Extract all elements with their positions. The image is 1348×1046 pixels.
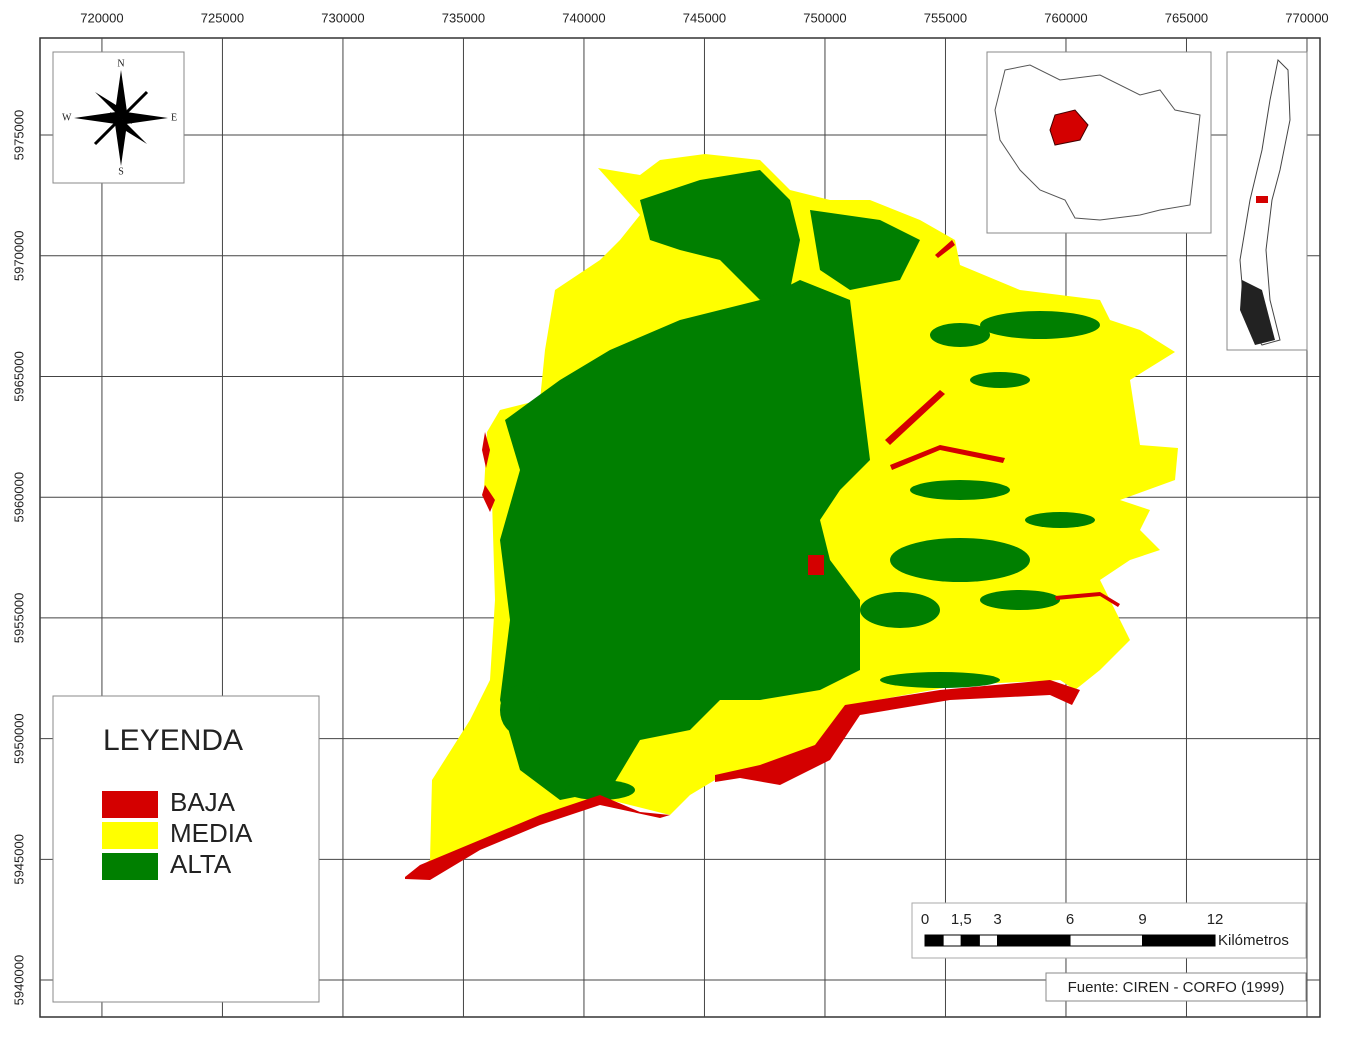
scale-unit: Kilómetros [1218, 932, 1289, 949]
legend-swatch [102, 822, 158, 849]
x-tick-label: 770000 [1285, 10, 1328, 25]
scale-label: 0 [921, 911, 929, 928]
x-tick-label: 735000 [442, 10, 485, 25]
legend-label: ALTA [170, 849, 232, 879]
alta-zone [980, 311, 1100, 339]
x-tick-label: 765000 [1165, 10, 1208, 25]
country-inset [1226, 51, 1308, 351]
scale-segment [1069, 934, 1144, 947]
baja-zone [885, 390, 945, 445]
compass-star [93, 90, 149, 146]
alta-zone [810, 210, 920, 290]
scale-label: 6 [1066, 911, 1074, 928]
y-tick-label: 5960000 [11, 472, 26, 523]
compass-star [121, 112, 168, 124]
alta-zone [860, 592, 940, 628]
scale-segment [978, 934, 999, 947]
baja-zone [405, 795, 670, 880]
country-south [1240, 280, 1275, 345]
x-tick-label: 750000 [803, 10, 846, 25]
alta-zone [880, 672, 1000, 688]
alta-zone [980, 590, 1060, 610]
compass-star [74, 112, 121, 124]
country-outline [1239, 58, 1291, 346]
scale-segment [924, 934, 944, 947]
basin-location [1049, 109, 1089, 146]
inset-frame [986, 51, 1212, 234]
legend-frame [52, 695, 320, 1003]
legend-label: BAJA [170, 787, 236, 817]
y-tick-label: 5970000 [11, 230, 26, 281]
compass-star [115, 70, 127, 118]
alta-zone [970, 372, 1030, 388]
alta-zone [930, 323, 990, 347]
compass-s: S [118, 166, 124, 177]
alta-zone [500, 685, 540, 735]
basin-location [1256, 196, 1268, 203]
alta-zone [565, 780, 635, 800]
source-box: Fuente: CIREN - CORFO (1999) [1045, 972, 1307, 1002]
scale-label: 3 [993, 911, 1001, 928]
x-tick-label: 720000 [80, 10, 123, 25]
legend-title: LEYENDA [103, 724, 243, 757]
scale-segment [1142, 934, 1216, 947]
baja-zone [482, 432, 490, 468]
alta-zone [500, 280, 870, 800]
y-tick-label: 5940000 [11, 955, 26, 1006]
y-tick-label: 5945000 [11, 834, 26, 885]
baja-zone [890, 445, 1005, 470]
source-text: Fuente: CIREN - CORFO (1999) [1068, 979, 1285, 996]
alta-zone [640, 170, 800, 300]
region-inset [986, 51, 1212, 234]
x-tick-label: 730000 [321, 10, 364, 25]
y-tick-label: 5950000 [11, 713, 26, 764]
alta-zone [890, 538, 1030, 582]
scale-label: 9 [1138, 911, 1146, 928]
x-tick-label: 745000 [683, 10, 726, 25]
scale-label: 12 [1207, 911, 1224, 928]
baja-zone [1055, 592, 1120, 607]
x-tick-label: 760000 [1044, 10, 1087, 25]
north-arrow-box: N S E W [52, 51, 185, 184]
baja-zone [808, 555, 824, 575]
compass-star [115, 118, 127, 166]
baja-zones [405, 240, 1120, 880]
scale-segment [997, 934, 1071, 947]
scale-segment [960, 934, 980, 947]
x-tick-label: 725000 [201, 10, 244, 25]
region-outline [994, 64, 1201, 221]
y-tick-label: 5965000 [11, 351, 26, 402]
legend-label: MEDIA [170, 818, 253, 848]
baja-zone [715, 680, 1080, 785]
y-tick-label: 5955000 [11, 593, 26, 644]
alta-zone [910, 480, 1010, 500]
y-tick-label: 5975000 [11, 110, 26, 161]
alta-zones [500, 170, 1100, 800]
legend-swatch [102, 853, 158, 880]
scale-segment [942, 934, 962, 947]
baja-zone [482, 485, 495, 512]
compass-e: E [171, 112, 177, 123]
legend-swatch [102, 791, 158, 818]
alta-zone [1025, 512, 1095, 528]
basin [405, 154, 1178, 880]
source-frame [1045, 972, 1307, 1002]
baja-zone [935, 240, 955, 258]
ticks: 720000 725000 730000 735000 740000 745000 7500… [11, 10, 1328, 1005]
compass-w: W [62, 112, 72, 123]
scale-frame [911, 902, 1307, 959]
scale-label: 1,5 [951, 911, 972, 928]
scale-bar: Kilómetros 0 1,5 3 6 9 12 [911, 902, 1307, 959]
compass-n: N [117, 58, 124, 69]
x-tick-label: 755000 [924, 10, 967, 25]
x-tick-label: 740000 [562, 10, 605, 25]
